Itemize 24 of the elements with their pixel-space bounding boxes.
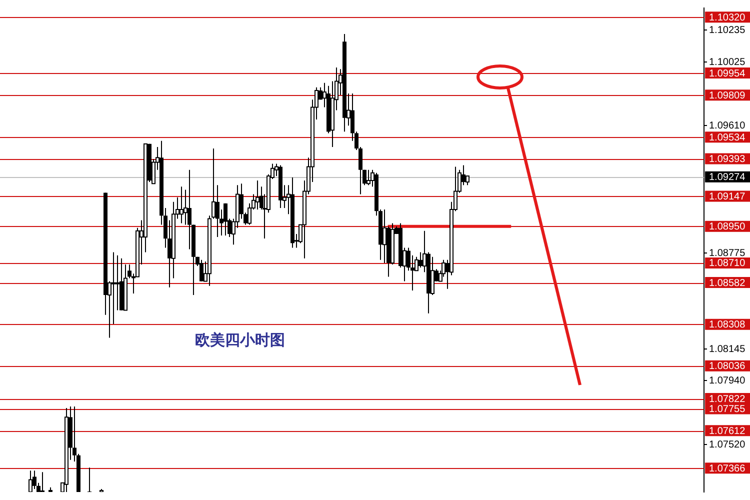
y-tick-label: 1.08145 [709, 344, 746, 355]
ref-line-label: 1.08582 [709, 278, 746, 289]
ref-line-label: 1.09274 [709, 172, 746, 184]
ref-line-label: 1.08308 [709, 320, 746, 331]
ref-line-label: 1.08036 [709, 361, 746, 372]
y-tick-label: 1.09610 [709, 120, 746, 132]
ref-line-label: 1.09534 [709, 132, 746, 144]
ref-line-label: 1.08950 [709, 222, 746, 233]
y-tick-label: 1.08775 [709, 248, 746, 259]
ref-line-label: 1.09147 [709, 192, 746, 203]
ref-line-label: 1.07612 [709, 426, 746, 437]
ref-line-label: 1.09393 [709, 154, 746, 165]
y-tick-label: 1.10025 [709, 56, 746, 68]
annotation: 欧美四小时图 [195, 331, 285, 350]
ref-line-label: 1.07822 [709, 394, 746, 405]
ref-line-label: 1.09809 [709, 90, 746, 102]
ref-line-label: 1.08710 [709, 258, 746, 270]
y-tick-label: 1.07940 [709, 375, 746, 386]
ref-line-label: 1.07366 [709, 463, 746, 474]
y-tick-label: 1.07520 [709, 439, 746, 450]
ref-line-label: 1.07755 [709, 404, 746, 416]
y-tick-label: 1.10235 [709, 24, 746, 36]
ref-line-label: 1.09954 [709, 68, 746, 80]
ref-line-label: 1.10320 [709, 12, 746, 24]
